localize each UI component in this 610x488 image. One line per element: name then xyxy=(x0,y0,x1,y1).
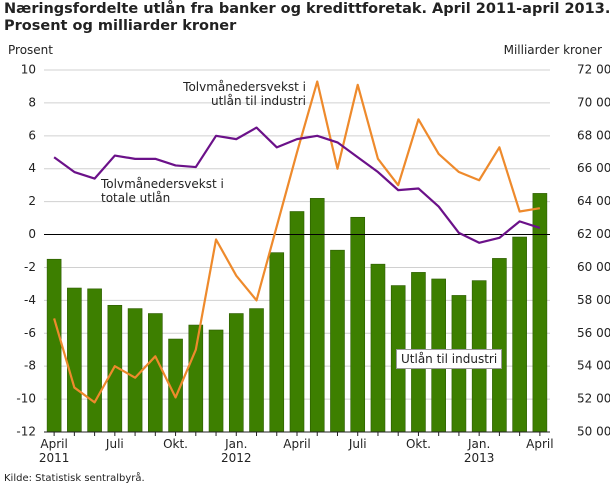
y2-tick-label: 58 000 xyxy=(577,293,610,307)
line xyxy=(53,80,541,404)
y2-tick-label: 56 000 xyxy=(577,326,610,340)
y2-axis-label: Milliarder kroner xyxy=(503,43,602,57)
bar xyxy=(249,308,264,433)
y2-tick-label: 54 000 xyxy=(577,359,610,373)
y2-tick-label: 62 000 xyxy=(577,227,610,241)
y-tick-label: 2 xyxy=(28,194,36,208)
y-tick-label: -6 xyxy=(24,326,36,340)
bar xyxy=(350,216,366,433)
bar xyxy=(330,249,345,433)
series-annotation: Tolvmånedersvekst i totale utlån xyxy=(101,177,224,205)
y2-tick-label: 60 000 xyxy=(577,260,610,274)
bar xyxy=(370,263,386,433)
x-tick-label: Okt. xyxy=(163,437,188,451)
y-tick-label: 8 xyxy=(28,95,36,109)
y2-tick-label: 72 000 xyxy=(577,63,610,77)
y-tick-label: -2 xyxy=(24,260,36,274)
source: Kilde: Statistisk sentralbyrå. xyxy=(4,473,145,484)
x-tick-label: Juli xyxy=(348,437,367,451)
line xyxy=(53,126,541,244)
x-tick-label: Okt. xyxy=(405,437,431,451)
bar xyxy=(188,324,204,433)
y2-tick-label: 52 000 xyxy=(577,392,610,406)
y-tick-label: 6 xyxy=(28,128,36,142)
y-axis-label: Prosent xyxy=(8,43,53,57)
bar xyxy=(127,308,143,433)
bar xyxy=(228,313,244,433)
bar xyxy=(309,198,325,433)
x-tick-label: April xyxy=(283,437,311,451)
series-annotation: Utlån til industri xyxy=(396,349,503,369)
x-tick-label: April xyxy=(526,437,554,451)
bar xyxy=(532,193,548,433)
y2-tick-label: 70 000 xyxy=(577,95,610,109)
series-annotation: Tolvmånedersvekst i utlån til industri xyxy=(183,80,306,108)
x-tick-label: April 2011 xyxy=(38,437,70,465)
y-tick-label: -4 xyxy=(24,293,36,307)
y2-tick-label: 66 000 xyxy=(577,161,610,175)
chart-subtitle: Prosent og milliarder kroner xyxy=(4,18,237,34)
bar xyxy=(289,211,305,433)
bar xyxy=(269,252,285,433)
y-tick-label: -10 xyxy=(16,392,36,406)
y-tick-label: -8 xyxy=(24,359,36,373)
bar xyxy=(46,258,62,433)
bar xyxy=(148,313,163,433)
x-tick-label: Jan. 2013 xyxy=(463,437,495,465)
bar xyxy=(208,329,224,433)
y2-tick-label: 50 000 xyxy=(577,425,610,439)
y-tick-label: 0 xyxy=(28,227,36,241)
y2-tick-label: 64 000 xyxy=(577,194,610,208)
y-tick-label: 4 xyxy=(28,161,36,175)
x-tick-label: Jan. 2012 xyxy=(220,437,252,465)
chart-title: Næringsfordelte utlån fra banker og kred… xyxy=(4,1,610,17)
bar xyxy=(67,287,82,433)
bar xyxy=(492,258,507,433)
y-tick-label: 10 xyxy=(21,63,36,77)
bar xyxy=(87,288,102,433)
y2-tick-label: 68 000 xyxy=(577,128,610,142)
y-tick-label: -12 xyxy=(16,425,36,439)
bar xyxy=(512,236,527,433)
x-tick-label: Juli xyxy=(105,437,124,451)
